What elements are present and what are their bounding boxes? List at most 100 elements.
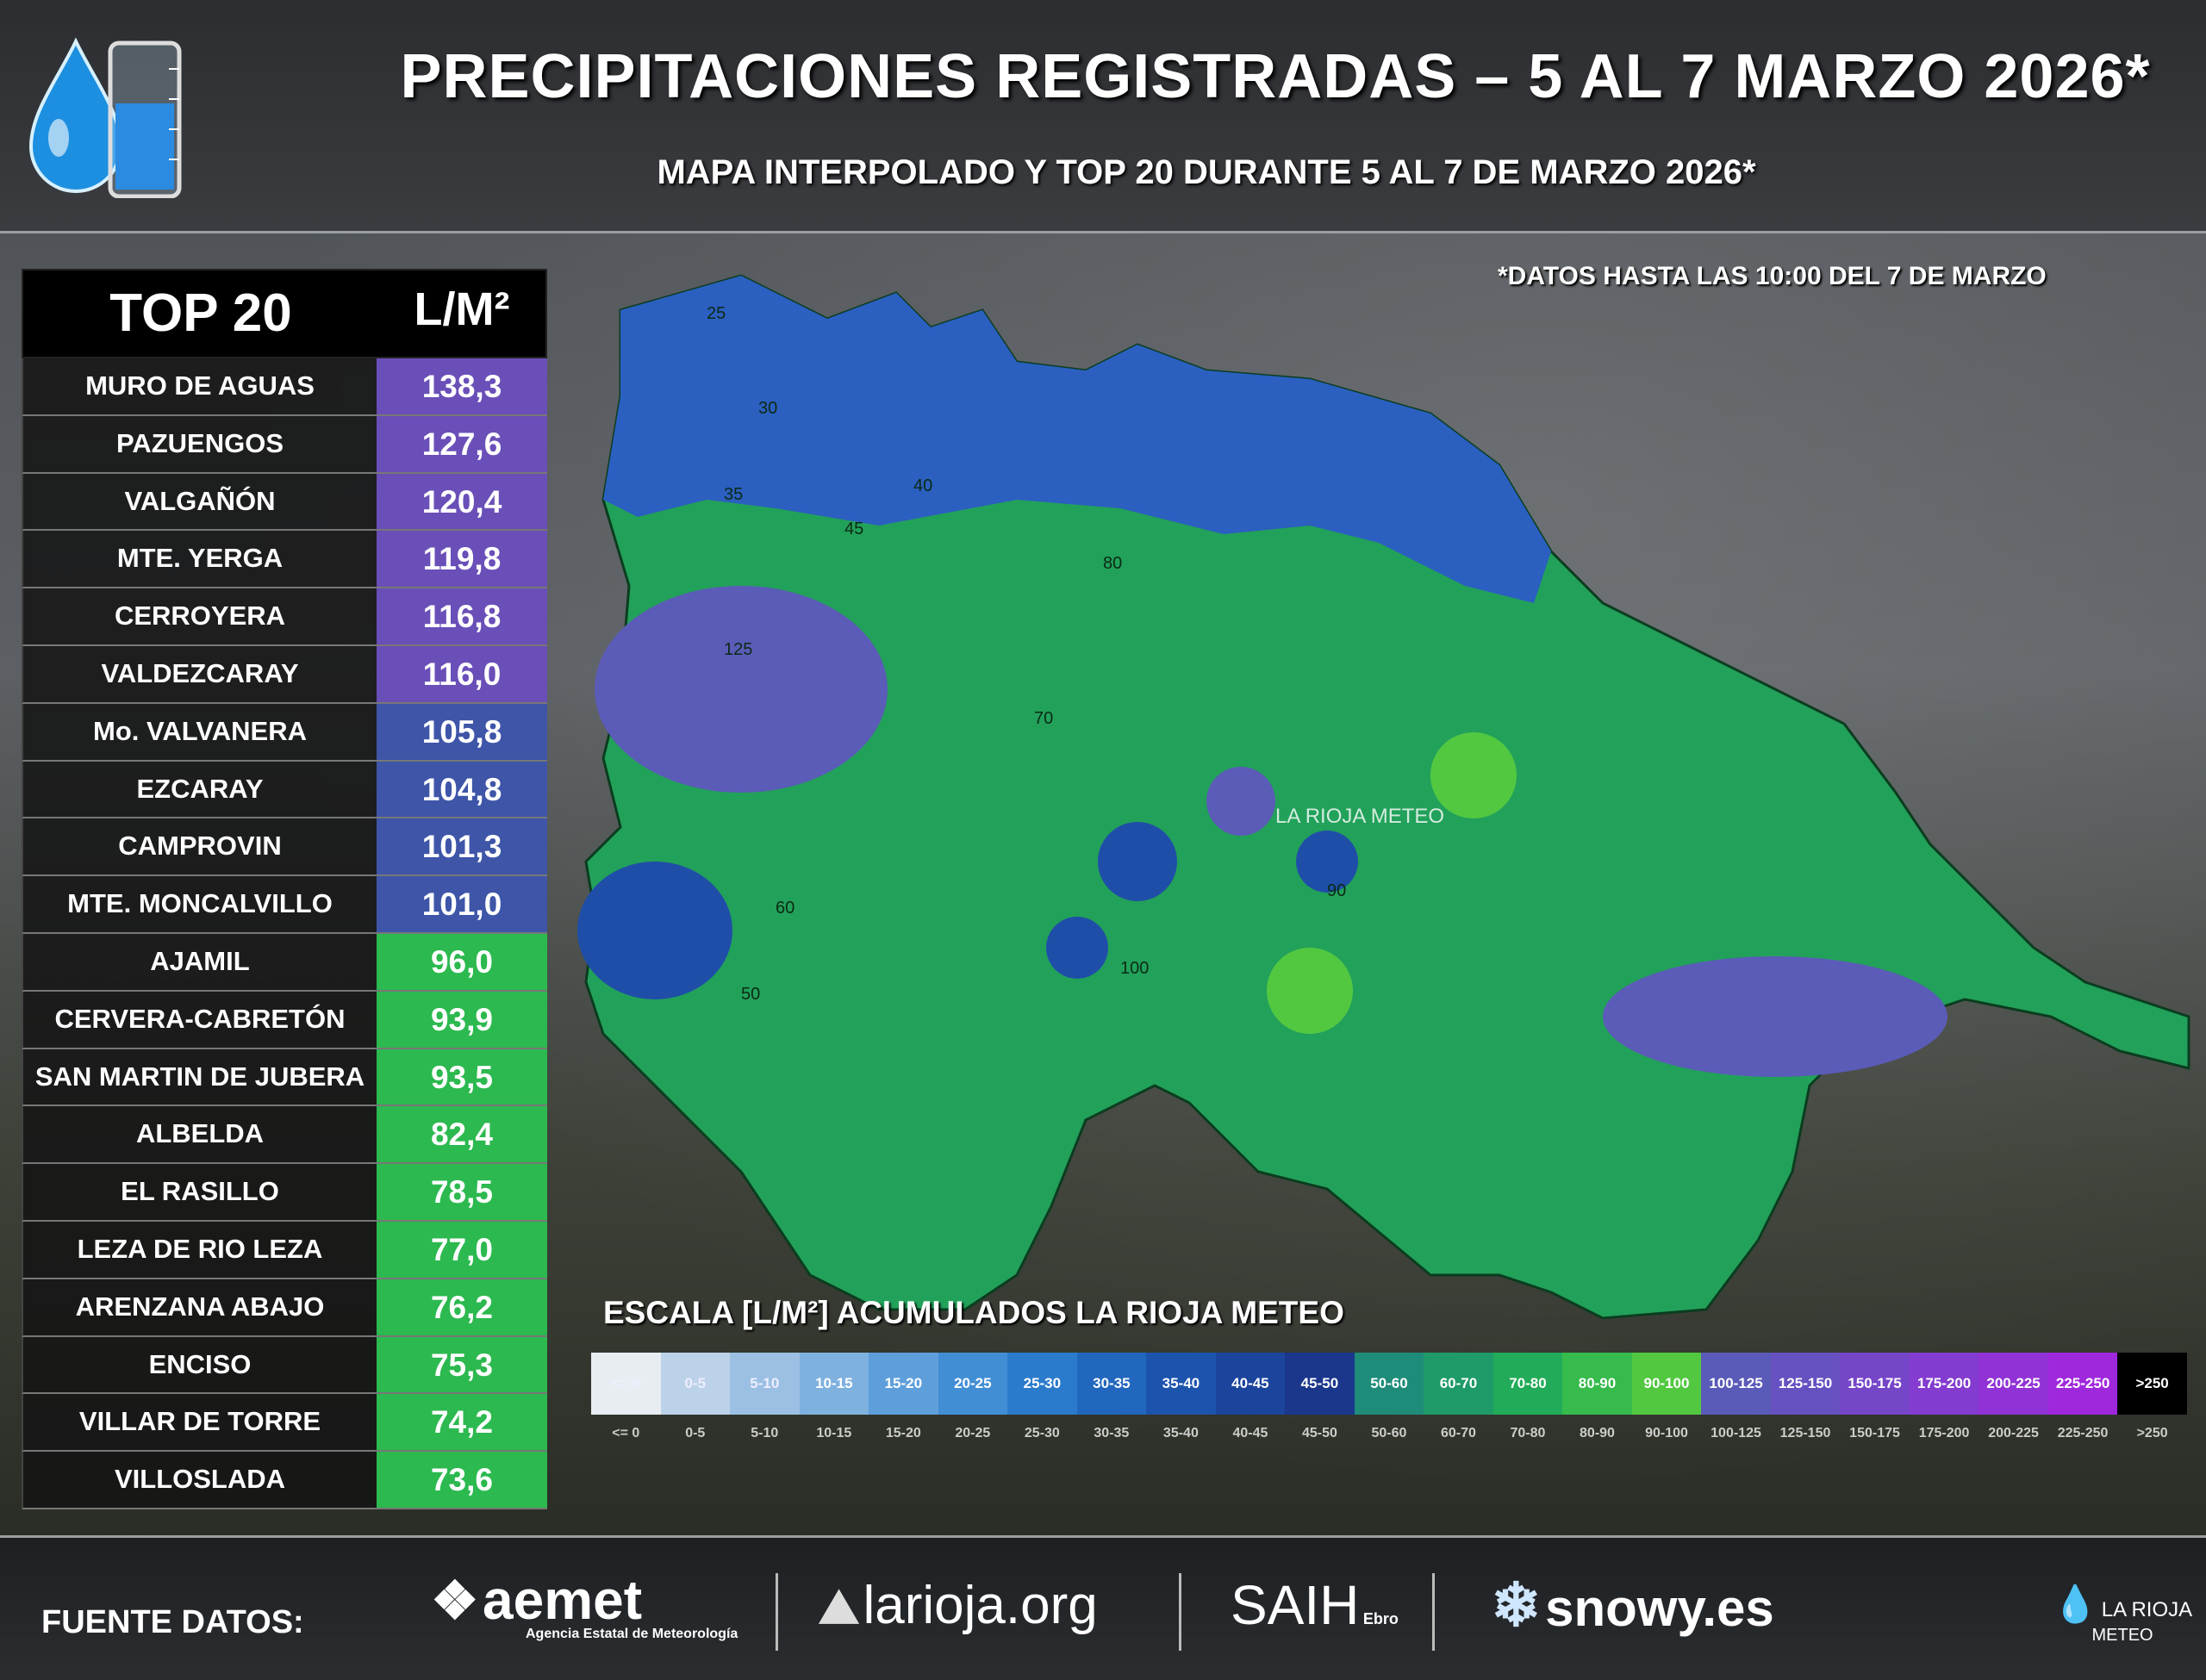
scale-bin: 40-45 xyxy=(1215,1353,1286,1415)
scale-bin-label: 70-80 xyxy=(1510,1426,1546,1440)
scale-bin: 45-50 xyxy=(1285,1353,1355,1415)
station-name: VALDEZCARAY xyxy=(23,645,377,702)
scale-bin: 50-60 xyxy=(1354,1353,1424,1415)
precip-value: 93,5 xyxy=(377,1048,547,1105)
region-east-purple xyxy=(1603,956,1947,1077)
scale-bin: 90-100 xyxy=(1631,1353,1702,1415)
scale-bin-label: 100-125 xyxy=(1711,1426,1761,1440)
precip-value: 119,8 xyxy=(377,531,547,588)
scale-bin: 0-5 xyxy=(660,1353,731,1415)
saih-logo[interactable]: SAIH Ebro xyxy=(1231,1573,1399,1637)
table-header: TOP 20 L/M² xyxy=(22,269,547,358)
contour-labels: 25 30 35 40 45 50 60 70 80 90 100 125 xyxy=(707,304,1346,1004)
separator xyxy=(776,1573,778,1651)
scale-bin-label: 35-40 xyxy=(1162,1426,1199,1440)
precip-value: 120,4 xyxy=(377,473,547,530)
scale-bin: 80-90 xyxy=(1562,1353,1632,1415)
precip-value: 104,8 xyxy=(377,761,547,818)
aemet-subtitle: Agencia Estatal de Meteorología xyxy=(526,1627,738,1641)
table-row: CERROYERA 116,8 xyxy=(22,588,547,646)
scale-bin-label: 15-20 xyxy=(885,1426,921,1440)
scale-bin: 20-25 xyxy=(938,1353,1008,1415)
footer xyxy=(0,1535,2206,1680)
snowy-logo[interactable]: ❄ snowy.es xyxy=(1491,1570,1774,1640)
scale-bin: 175-200 xyxy=(1909,1353,1979,1415)
precip-value: 116,0 xyxy=(377,645,547,702)
aemet-logo[interactable]: ❖ aemet Agencia Estatal de Meteorología xyxy=(431,1568,738,1642)
precip-value: 76,2 xyxy=(377,1279,547,1335)
table-row: EL RASILLO 78,5 xyxy=(22,1164,547,1222)
table-row: EZCARAY 104,8 xyxy=(22,761,547,819)
station-name: EL RASILLO xyxy=(23,1164,377,1220)
contour-label: 80 xyxy=(1103,554,1122,573)
precip-value: 96,0 xyxy=(377,933,547,990)
region-southwest-blue xyxy=(577,862,732,999)
scale-bin-label: 5-10 xyxy=(751,1426,779,1440)
station-name: VALGAÑÓN xyxy=(23,473,377,530)
contour-label: 25 xyxy=(707,304,726,323)
region-light-green-1 xyxy=(1267,948,1353,1034)
scale-bin: 15-20 xyxy=(869,1353,938,1415)
scale-bin: 200-225 xyxy=(1979,1353,2048,1415)
station-name: LEZA DE RIO LEZA xyxy=(23,1221,377,1278)
scale-bin-label: 0-5 xyxy=(685,1426,706,1440)
scale-bin: 225-250 xyxy=(2047,1353,2118,1415)
scale-bin: 30-35 xyxy=(1076,1353,1147,1415)
saih-subtitle: Ebro xyxy=(1362,1610,1399,1627)
contour-label: 50 xyxy=(741,985,760,1004)
table-row: VALDEZCARAY 116,0 xyxy=(22,645,547,704)
table-row: PAZUENGOS 127,6 xyxy=(22,415,547,474)
scale-bin-label: 40-45 xyxy=(1232,1426,1268,1440)
brand-subtitle: METEO xyxy=(2091,1626,2153,1645)
color-scale: <= 0 0-5 5-10 10-15 15-20 20-25 25-30 30-35 35-4… xyxy=(591,1353,2187,1415)
scale-bin-label: 50-60 xyxy=(1371,1426,1407,1440)
aemet-name: aemet xyxy=(483,1569,643,1631)
station-name: CERROYERA xyxy=(23,588,377,644)
region-center-purple xyxy=(1206,767,1275,836)
larioja-logo[interactable]: ⛰ larioja.org xyxy=(819,1575,1098,1636)
scale-bin-label: 20-25 xyxy=(955,1426,991,1440)
page-subtitle: MAPA INTERPOLADO Y TOP 20 DURANTE 5 AL 7… xyxy=(657,153,1756,191)
station-name: MTE. MONCALVILLO xyxy=(23,876,377,932)
station-name: EZCARAY xyxy=(23,761,377,818)
station-name: MURO DE AGUAS xyxy=(23,358,377,414)
contour-label: 60 xyxy=(776,899,795,918)
precip-value: 75,3 xyxy=(377,1336,547,1393)
table-header-rank: TOP 20 xyxy=(109,283,292,343)
table-row: VALGAÑÓN 120,4 xyxy=(22,473,547,532)
scale-bin-label: >250 xyxy=(2136,1426,2168,1440)
table-row: ALBELDA 82,4 xyxy=(22,1106,547,1165)
region-mid-blue xyxy=(1098,822,1177,901)
rain-gauge-icon xyxy=(28,37,182,198)
precip-value: 116,8 xyxy=(377,588,547,644)
scale-bin: 10-15 xyxy=(799,1353,869,1415)
scale-bin: 70-80 xyxy=(1492,1353,1563,1415)
precip-value: 138,3 xyxy=(377,358,547,414)
scale-bin: 125-150 xyxy=(1770,1353,1841,1415)
source-label: FUENTE DATOS: xyxy=(41,1604,304,1640)
table-body: MURO DE AGUAS 138,3 PAZUENGOS 127,6 VALGAÑÓN… xyxy=(22,358,547,1509)
region-west-purple xyxy=(595,586,888,793)
table-row: MTE. MONCALVILLO 101,0 xyxy=(22,876,547,934)
scale-bin: 25-30 xyxy=(1007,1353,1077,1415)
header xyxy=(0,0,2206,233)
brand-name: LA RIOJA xyxy=(2101,1598,2193,1621)
scale-bin-label: 175-200 xyxy=(1918,1426,1970,1440)
scale-bin-label: 200-225 xyxy=(1988,1426,2039,1440)
data-note: *DATOS HASTA LAS 10:00 DEL 7 DE MARZO xyxy=(1498,262,2047,290)
station-name: Mo. VALVANERA xyxy=(23,703,377,760)
brand-logo[interactable]: 💧 LA RIOJA METEO xyxy=(2053,1584,2192,1646)
scale-bin-label: 90-100 xyxy=(1645,1426,1688,1440)
station-name: AJAMIL xyxy=(23,933,377,990)
contour-label: 30 xyxy=(758,399,777,418)
contour-label: 90 xyxy=(1327,881,1346,900)
station-name: CERVERA-CABRETÓN xyxy=(23,991,377,1048)
region-center-blue xyxy=(1296,831,1358,893)
scale-bin-label: 10-15 xyxy=(816,1426,852,1440)
table-row: VILLOSLADA 73,6 xyxy=(22,1452,547,1509)
station-name: ARENZANA ABAJO xyxy=(23,1279,377,1335)
contour-label: 70 xyxy=(1034,709,1053,728)
snowflake-icon: ❄ xyxy=(1491,1571,1542,1639)
contour-label: 125 xyxy=(724,640,752,659)
table-row: CAMPROVIN 101,3 xyxy=(22,818,547,877)
